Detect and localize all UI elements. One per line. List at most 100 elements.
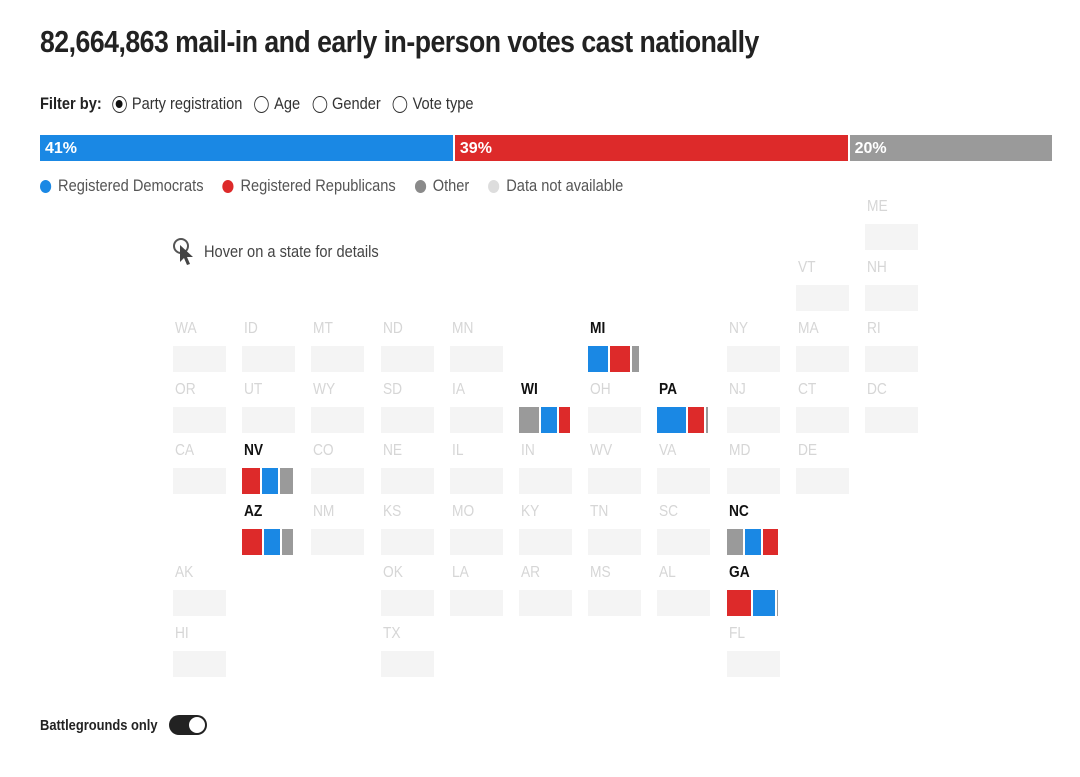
state-abbr: SC [659, 503, 679, 520]
state-empty-box [380, 407, 434, 433]
state-empty-box [726, 468, 780, 494]
state-abbr: HI [175, 625, 189, 642]
legend-label: Other [432, 176, 470, 195]
state-abbr: NC [728, 503, 749, 520]
legend-dot-icon [488, 179, 500, 193]
state-abbr: IA [451, 381, 465, 398]
state-tile-hi[interactable]: HI [173, 625, 226, 680]
state-tile-ca[interactable]: CA [173, 442, 226, 497]
state-tile-ak[interactable]: AK [173, 564, 226, 619]
state-tile-sc[interactable]: SC [657, 503, 711, 558]
state-tile-la[interactable]: LA [449, 564, 503, 619]
state-tile-oh[interactable]: OH [588, 381, 642, 436]
state-bar-dem [657, 407, 688, 433]
state-empty-box [449, 529, 503, 555]
state-abbr: FL [728, 625, 745, 642]
national-other-segment: 20% [849, 135, 1052, 161]
radio-age[interactable]: Age [254, 94, 300, 114]
state-empty-box [588, 468, 642, 494]
state-tile-al[interactable]: AL [657, 564, 711, 619]
state-tile-de[interactable]: DE [795, 442, 849, 497]
state-abbr: VA [659, 442, 677, 459]
state-tile-tx[interactable]: TX [380, 625, 434, 680]
state-abbr: ME [867, 198, 888, 215]
state-tile-ne[interactable]: NE [380, 442, 434, 497]
radio-vote-type[interactable]: Vote type [392, 94, 474, 114]
radio-gender[interactable]: Gender [312, 94, 381, 114]
state-tile-nh[interactable]: NH [865, 259, 918, 314]
state-tile-ky[interactable]: KY [519, 503, 572, 558]
state-tile-in[interactable]: IN [519, 442, 572, 497]
legend-label: Registered Republicans [240, 176, 396, 195]
state-tile-ri[interactable]: RI [865, 320, 918, 375]
radio-selected-icon [112, 95, 127, 113]
state-tile-ar[interactable]: AR [519, 564, 572, 619]
state-empty-box [657, 529, 711, 555]
state-bar-rep [726, 590, 753, 616]
state-tile-id[interactable]: ID [242, 320, 296, 375]
state-abbr: AK [175, 564, 194, 581]
state-empty-box [519, 590, 572, 616]
state-bar-rep [687, 407, 706, 433]
state-tile-az[interactable]: AZ [242, 503, 296, 558]
state-tile-mt[interactable]: MT [311, 320, 365, 375]
state-empty-box [519, 529, 572, 555]
state-tile-nm[interactable]: NM [311, 503, 365, 558]
state-party-bar [726, 590, 780, 616]
legend-label: Data not available [506, 176, 624, 195]
state-tile-ma[interactable]: MA [795, 320, 849, 375]
state-tile-nj[interactable]: NJ [726, 381, 780, 436]
state-bar-other [519, 407, 542, 433]
state-abbr: MI [590, 320, 606, 337]
state-empty-box [449, 468, 503, 494]
radio-empty-icon [312, 95, 327, 113]
state-empty-box [657, 590, 711, 616]
state-tile-tn[interactable]: TN [588, 503, 642, 558]
state-tile-co[interactable]: CO [311, 442, 365, 497]
state-bar-dem [264, 529, 282, 555]
state-tile-nd[interactable]: ND [380, 320, 434, 375]
state-abbr: OR [175, 381, 196, 398]
state-tile-wv[interactable]: WV [588, 442, 642, 497]
state-tile-mi[interactable]: MI [588, 320, 642, 375]
state-tile-ga[interactable]: GA [726, 564, 780, 619]
state-empty-box [795, 285, 849, 311]
state-tile-ms[interactable]: MS [588, 564, 642, 619]
state-tile-md[interactable]: MD [726, 442, 780, 497]
state-tile-mn[interactable]: MN [449, 320, 503, 375]
battlegrounds-toggle[interactable] [168, 715, 207, 735]
state-tile-ok[interactable]: OK [380, 564, 434, 619]
state-empty-box [173, 651, 226, 677]
state-tile-ut[interactable]: UT [242, 381, 296, 436]
state-tile-mo[interactable]: MO [449, 503, 503, 558]
state-tile-fl[interactable]: FL [726, 625, 780, 680]
state-tile-ks[interactable]: KS [380, 503, 434, 558]
state-tile-ia[interactable]: IA [449, 381, 503, 436]
state-tile-wy[interactable]: WY [311, 381, 365, 436]
state-tile-va[interactable]: VA [657, 442, 711, 497]
state-tile-ny[interactable]: NY [726, 320, 780, 375]
state-bar-dem [261, 468, 281, 494]
state-tile-wa[interactable]: WA [173, 320, 226, 375]
state-abbr: WV [590, 442, 613, 459]
state-tile-pa[interactable]: PA [657, 381, 711, 436]
state-tile-il[interactable]: IL [449, 442, 503, 497]
state-tile-vt[interactable]: VT [795, 259, 849, 314]
state-tile-ct[interactable]: CT [795, 381, 849, 436]
national-dem-segment: 41% [40, 135, 455, 161]
radio-party-registration[interactable]: Party registration [112, 94, 242, 114]
state-abbr: MD [728, 442, 750, 459]
state-empty-box [865, 407, 918, 433]
state-tile-nv[interactable]: NV [242, 442, 296, 497]
state-tile-wi[interactable]: WI [519, 381, 572, 436]
state-empty-box [311, 468, 365, 494]
state-empty-box [311, 407, 365, 433]
state-empty-box [726, 346, 780, 372]
state-tile-or[interactable]: OR [173, 381, 226, 436]
state-tile-me[interactable]: ME [865, 198, 918, 253]
state-tile-dc[interactable]: DC [865, 381, 918, 436]
toggle-label: Battlegrounds only [40, 716, 158, 734]
state-tile-sd[interactable]: SD [380, 381, 434, 436]
state-tile-nc[interactable]: NC [726, 503, 780, 558]
legend-item-other: Other [414, 176, 470, 196]
